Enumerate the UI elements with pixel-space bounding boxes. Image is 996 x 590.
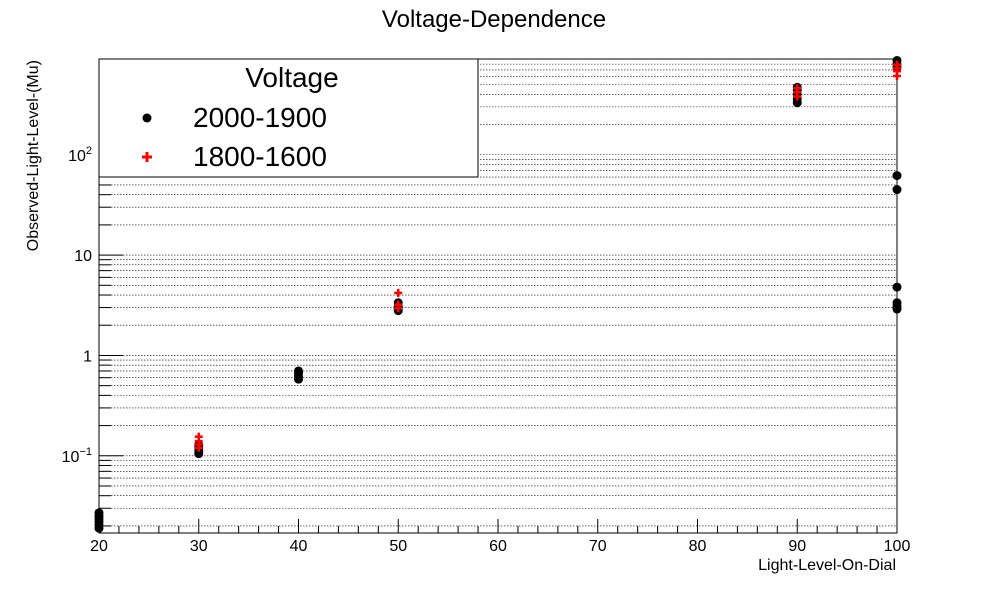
data-point-series-1 xyxy=(892,55,902,65)
x-axis: 20 30 40 50 60 70 80 90 100 xyxy=(90,519,910,555)
y-tick-label: 10−1 xyxy=(62,446,92,466)
x-tick-label: 90 xyxy=(788,538,806,555)
x-tick-label: 60 xyxy=(489,538,507,555)
legend-marker-series-2 xyxy=(142,152,152,162)
x-tick-label: 50 xyxy=(389,538,407,555)
data-point-series-2 xyxy=(394,300,403,309)
legend-label-series-1: 2000-1900 xyxy=(193,102,327,133)
data-point-series-2 xyxy=(893,60,901,69)
x-tick-label: 40 xyxy=(290,538,308,555)
x-tick-label: 80 xyxy=(689,538,707,555)
legend-label-series-2: 1800-1600 xyxy=(193,141,327,172)
data-points xyxy=(94,55,902,533)
x-tick-label: 100 xyxy=(884,538,911,555)
x-tick-label: 70 xyxy=(589,538,607,555)
legend-marker-series-1 xyxy=(142,113,152,123)
data-point-series-2 xyxy=(394,288,403,297)
chart-title: Voltage-Dependence xyxy=(382,6,606,33)
data-point-series-1 xyxy=(94,508,104,518)
y-tick-label: 10 xyxy=(74,248,92,265)
data-point-series-1 xyxy=(892,185,902,195)
y-axis-label: Observed-Light-Level-(Mu) xyxy=(25,60,42,251)
x-tick-label: 30 xyxy=(190,538,208,555)
data-point-series-1 xyxy=(892,171,902,181)
x-tick-label: 20 xyxy=(90,538,108,555)
data-point-series-1 xyxy=(294,366,303,376)
legend-box xyxy=(98,58,479,178)
y-tick-label: 1 xyxy=(83,348,92,365)
data-point-series-1 xyxy=(892,282,902,292)
x-axis-label: Light-Level-On-Dial xyxy=(758,557,896,574)
data-point-series-2 xyxy=(793,84,802,93)
data-point-series-1 xyxy=(892,298,902,308)
y-tick-label: 102 xyxy=(68,145,92,165)
legend: Voltage 2000-1900 1800-1600 xyxy=(98,58,479,178)
legend-title: Voltage xyxy=(245,62,338,93)
data-point-series-2 xyxy=(194,432,203,441)
